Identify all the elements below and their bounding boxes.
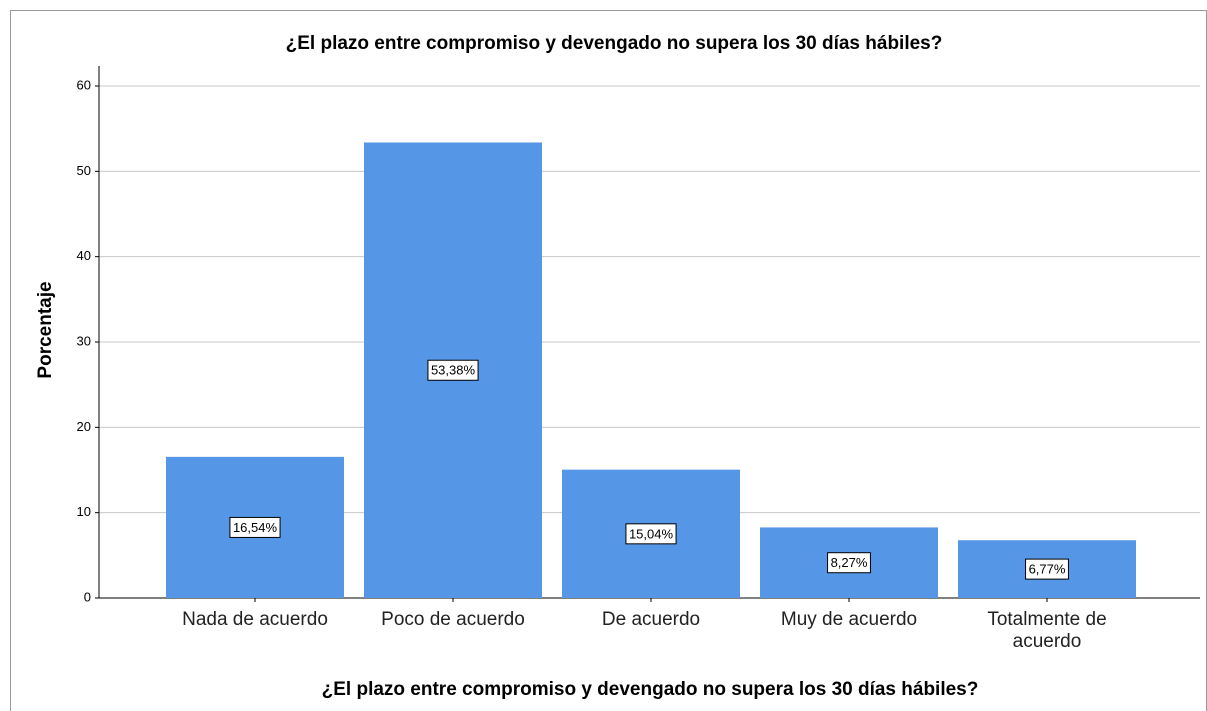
y-tick-label: 60 [77,77,91,92]
value-label: 16,54% [233,520,278,535]
y-axis-label: Porcentaje [35,281,56,378]
value-label: 15,04% [629,526,674,541]
y-tick-label: 20 [77,419,91,434]
value-label-box [1025,558,1069,580]
value-label-box [625,523,677,545]
value-label-box [827,552,871,574]
value-label-box [427,359,479,381]
y-tick-label: 50 [77,163,91,178]
chart-title: ¿El plazo entre compromiso y devengado n… [286,33,943,54]
y-tick-label: 30 [77,333,91,348]
value-label: 53,38% [431,363,476,378]
x-tick-label: Totalmente de acuerdo [987,609,1107,652]
value-label-box [229,516,281,538]
frame [10,10,1207,711]
x-tick-label: De acuerdo [601,609,701,630]
value-label: 8,27% [831,555,868,570]
y-tick-label: 40 [77,248,91,263]
x-tick-label: Muy de acuerdo [780,609,918,630]
x-axis-label: ¿El plazo entre compromiso y devengado n… [322,679,979,700]
x-tick-label: Poco de acuerdo [381,609,525,630]
x-tick-label: Nada de acuerdo [182,609,328,630]
y-tick-label: 10 [77,504,91,519]
y-tick-label: 0 [84,589,91,604]
value-label: 6,77% [1029,562,1066,577]
